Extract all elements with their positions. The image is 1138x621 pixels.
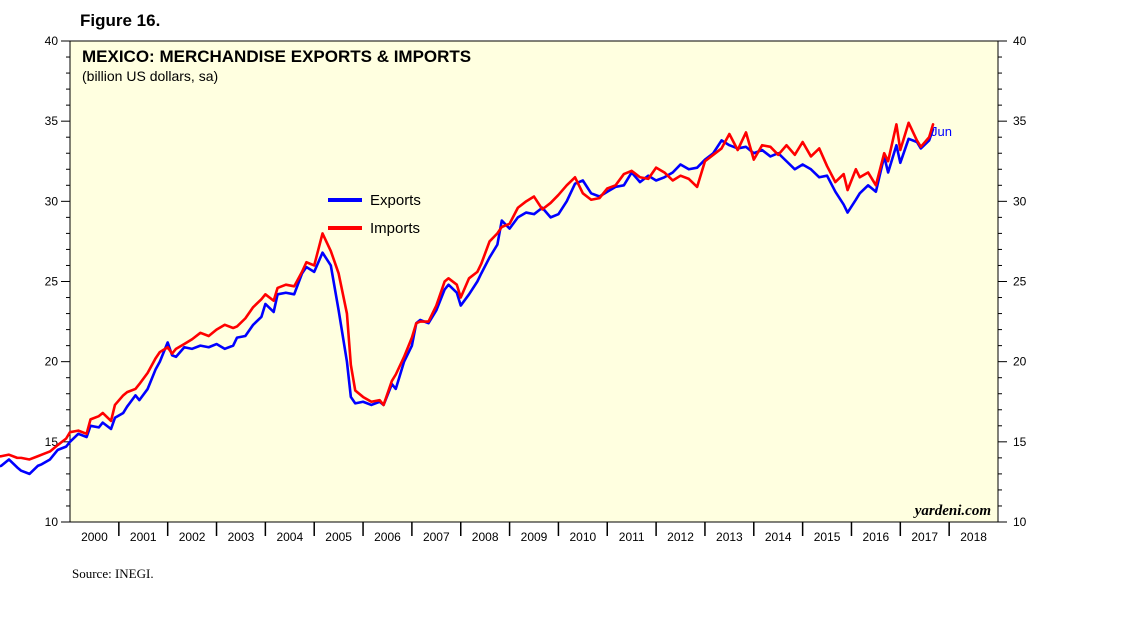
- chart-subtitle: (billion US dollars, sa): [82, 68, 218, 84]
- x-tick-label: 2008: [472, 530, 499, 544]
- series-line-imports: [0, 121, 935, 461]
- plot-area: [69, 40, 999, 523]
- y-tick-label-left: 40: [45, 34, 59, 48]
- y-tick-label-right: 25: [1013, 275, 1027, 289]
- y-tick-label-left: 35: [45, 114, 59, 128]
- y-tick-label-right: 20: [1013, 355, 1027, 369]
- legend: Exports Imports: [328, 192, 421, 237]
- y-tick-label-right: 15: [1013, 435, 1027, 449]
- source-note: Source: INEGI.: [72, 566, 154, 581]
- series-lines: [0, 121, 935, 476]
- right-axis-labels: 10 15 20 25 30 35 40: [1013, 34, 1027, 529]
- x-tick-label: 2006: [374, 530, 401, 544]
- left-axis-labels: 10 15 20 25 30 35 40: [45, 34, 59, 529]
- x-tick-label: 2004: [276, 530, 303, 544]
- y-tick-label-right: 30: [1013, 194, 1027, 208]
- x-tick-label: 2011: [619, 530, 645, 544]
- x-tick-label: 2018: [960, 530, 987, 544]
- x-tick-label: 2005: [325, 530, 352, 544]
- x-tick-label: 2007: [423, 530, 450, 544]
- x-tick-label: 2000: [81, 530, 108, 544]
- y-tick-label-left: 10: [45, 515, 59, 529]
- x-tick-label: 2010: [569, 530, 596, 544]
- watermark: yardeni.com: [913, 503, 991, 519]
- chart-title: MEXICO: MERCHANDISE EXPORTS & IMPORTS: [82, 47, 471, 66]
- x-tick-label: 2012: [667, 530, 694, 544]
- x-tick-label: 2017: [911, 530, 938, 544]
- y-tick-label-left: 20: [45, 355, 59, 369]
- legend-label-exports: Exports: [370, 192, 421, 209]
- x-tick-label: 2009: [521, 530, 548, 544]
- y-tick-label-right: 10: [1013, 515, 1027, 529]
- x-tick-label: 2014: [765, 530, 792, 544]
- end-label: Jun: [931, 124, 952, 139]
- x-tick-label: 2016: [863, 530, 890, 544]
- x-tick-label: 2013: [716, 530, 743, 544]
- y-tick-label-right: 35: [1013, 114, 1027, 128]
- series-line-exports: [0, 127, 935, 476]
- x-tick-label: 2001: [130, 530, 157, 544]
- x-axis-labels: 2000 2001 2002 2003 2004 2005 2006 2007 2008 2009…: [81, 530, 987, 544]
- figure-label: Figure 16.: [80, 11, 161, 30]
- y-tick-label-left: 30: [45, 194, 59, 208]
- legend-label-imports: Imports: [370, 220, 420, 237]
- x-tick-label: 2003: [228, 530, 255, 544]
- y-tick-label-right: 40: [1013, 34, 1027, 48]
- x-tick-label: 2002: [179, 530, 206, 544]
- y-tick-label-left: 25: [45, 275, 59, 289]
- y-tick-label-left: 15: [45, 435, 59, 449]
- x-tick-label: 2015: [814, 530, 841, 544]
